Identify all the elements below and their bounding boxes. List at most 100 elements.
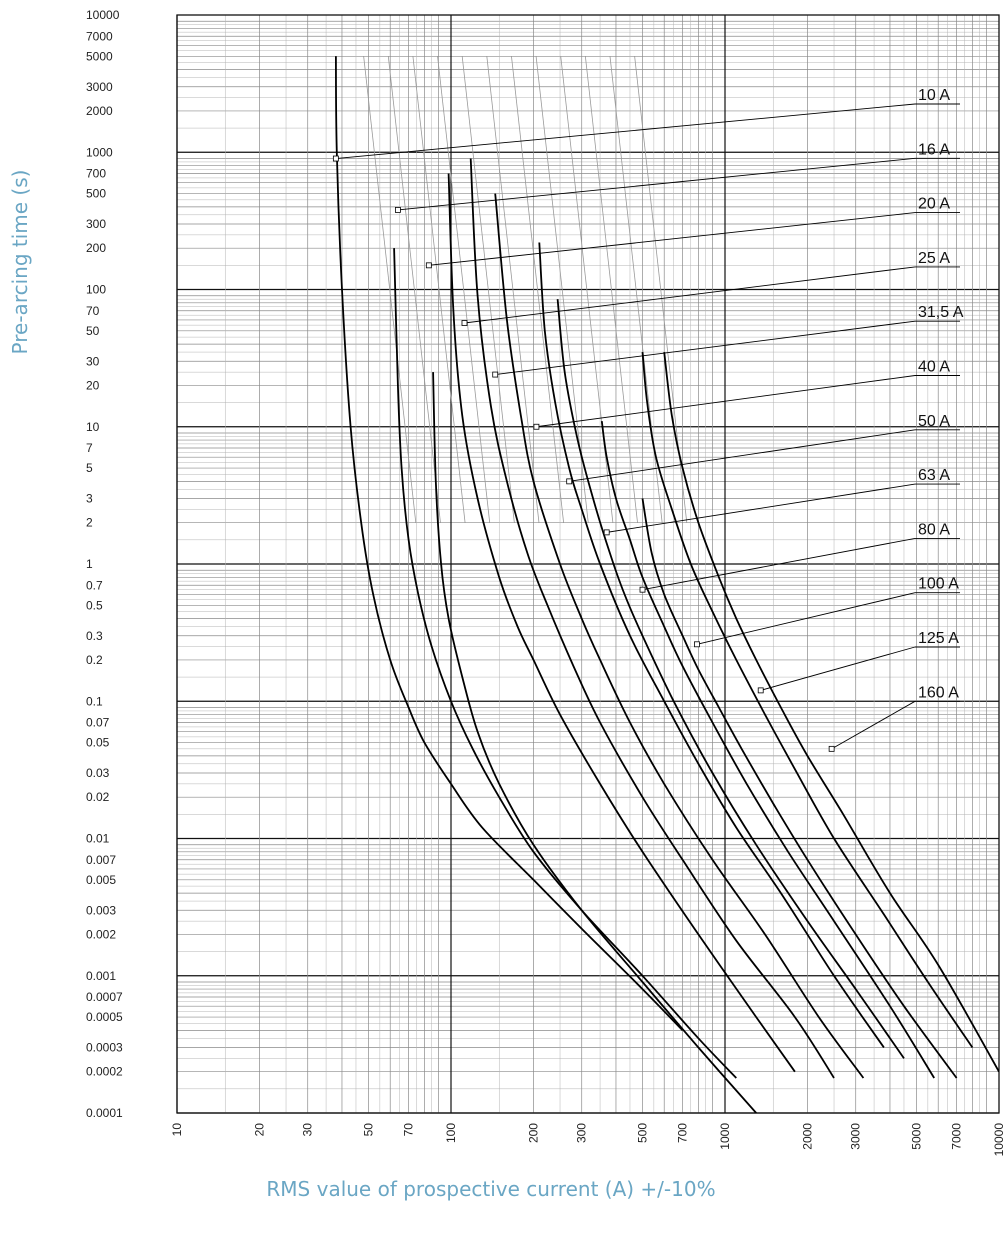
y-tick-label: 0.1	[86, 694, 103, 708]
y-tick-label: 0.002	[86, 927, 116, 941]
y-tick-label: 10000	[86, 8, 120, 22]
curve-25a	[447, 173, 796, 1073]
rating-label: 80 A	[918, 521, 950, 538]
leader-marker	[332, 155, 339, 162]
y-tick-label: 5	[86, 461, 93, 475]
y-tick-label: 2	[86, 516, 93, 530]
y-tick-labels: 1000070005000300020001000700500300200100…	[86, 8, 123, 1120]
y-tick-label: 0.0001	[86, 1106, 123, 1120]
leader-line	[760, 646, 916, 691]
x-tick-labels: 10 20 30 50 70 100 200 300 500 700 1000 2000 3000 500…	[170, 1123, 1005, 1157]
y-tick-label: 7000	[86, 29, 113, 43]
rating-label: 50 A	[918, 413, 950, 430]
leader-marker	[694, 641, 700, 648]
leader-marker	[492, 371, 499, 378]
y-tick-label: 0.5	[86, 598, 103, 612]
y-tick-label: 0.3	[86, 629, 103, 643]
y-tick-label: 0.05	[86, 736, 110, 750]
y-tick-label: 0.007	[86, 853, 116, 867]
leader-line	[696, 592, 916, 645]
guide-curve	[437, 56, 491, 523]
rating-label: 10 A	[918, 87, 950, 104]
x-tick-label: 5000	[910, 1123, 924, 1150]
x-tick-label: 20	[252, 1123, 266, 1137]
y-tick-label: 0.0007	[86, 990, 123, 1004]
y-tick-label: 0.001	[86, 969, 116, 983]
x-tick-label: 50	[362, 1123, 376, 1137]
guide-curve	[461, 56, 515, 523]
y-tick-label: 0.0003	[86, 1041, 123, 1055]
grey-guide-curves	[363, 56, 688, 523]
leader-line	[642, 537, 916, 591]
y-tick-label: 500	[86, 187, 106, 201]
x-tick-label: 200	[526, 1123, 540, 1143]
rating-label: 16 A	[918, 141, 950, 158]
rating-leaders: 10 A 16 A 20 A 25 A 31,5 A 40 A 50 A 63 A 80 A 10…	[332, 87, 964, 752]
x-tick-label: 500	[636, 1123, 650, 1143]
leader-marker	[639, 586, 646, 593]
rating-label: 125 A	[918, 630, 959, 647]
guide-curve	[363, 56, 417, 523]
leader-marker	[533, 423, 540, 430]
y-tick-label: 1000	[86, 145, 113, 159]
y-tick-label: 70	[86, 304, 100, 318]
y-tick-label: 700	[86, 167, 106, 181]
x-tick-label: 30	[301, 1123, 315, 1137]
x-tick-label: 3000	[849, 1123, 863, 1150]
y-tick-label: 3	[86, 492, 93, 506]
plot-frame	[176, 14, 1000, 1114]
y-tick-label: 5000	[86, 49, 113, 63]
y-tick-label: 0.0002	[86, 1065, 123, 1079]
y-tick-label: 0.7	[86, 578, 103, 592]
rating-label: 20 A	[918, 196, 950, 213]
y-tick-label: 30	[86, 354, 100, 368]
y-tick-label: 0.03	[86, 766, 110, 780]
y-tick-label: 2000	[86, 104, 113, 118]
x-tick-label: 7000	[950, 1123, 964, 1150]
curve-20a	[432, 372, 757, 1113]
rating-label: 25 A	[918, 250, 950, 267]
y-tick-label: 0.005	[86, 873, 116, 887]
curve-160a	[663, 351, 999, 1073]
y-tick-label: 50	[86, 324, 100, 338]
y-tick-label: 7	[86, 441, 93, 455]
y-tick-label: 0.2	[86, 653, 103, 667]
y-tick-label: 200	[86, 241, 106, 255]
curve-10a	[335, 56, 684, 1032]
leader-marker	[828, 745, 835, 752]
rating-label: 31,5 A	[918, 304, 964, 321]
leader-line	[335, 103, 916, 159]
y-tick-label: 3000	[86, 80, 113, 94]
x-axis-title: RMS value of prospective current (A) +/-…	[266, 1177, 715, 1201]
y-tick-label: 0.0005	[86, 1010, 123, 1024]
curve-50a	[538, 242, 885, 1049]
leader-line	[397, 157, 916, 211]
leader-line	[428, 212, 916, 266]
y-tick-label: 0.003	[86, 903, 116, 917]
x-tick-label: 700	[676, 1123, 690, 1143]
leader-line	[569, 429, 916, 482]
guide-curve	[584, 56, 638, 523]
x-tick-label: 300	[575, 1123, 589, 1143]
rating-label: 160 A	[918, 684, 959, 701]
x-tick-label: 1000	[718, 1123, 732, 1150]
x-tick-label: 10	[170, 1123, 184, 1137]
rating-label: 63 A	[918, 467, 950, 484]
leader-marker	[425, 262, 432, 269]
y-tick-label: 20	[86, 378, 100, 392]
y-axis-title: Pre-arcing time (s)	[8, 170, 32, 355]
rating-label: 100 A	[918, 576, 959, 593]
leader-line	[606, 483, 916, 533]
curve-100a	[641, 498, 958, 1079]
grid	[176, 14, 1000, 1114]
y-tick-label: 0.07	[86, 716, 110, 730]
y-tick-label: 10	[86, 420, 100, 434]
leader-marker	[603, 529, 610, 536]
y-tick-label: 0.02	[86, 790, 110, 804]
curve-40a	[494, 193, 865, 1079]
leader-line	[831, 700, 916, 750]
guide-curve	[387, 56, 441, 523]
x-tick-label: 100	[444, 1123, 458, 1143]
leader-marker	[461, 320, 468, 326]
